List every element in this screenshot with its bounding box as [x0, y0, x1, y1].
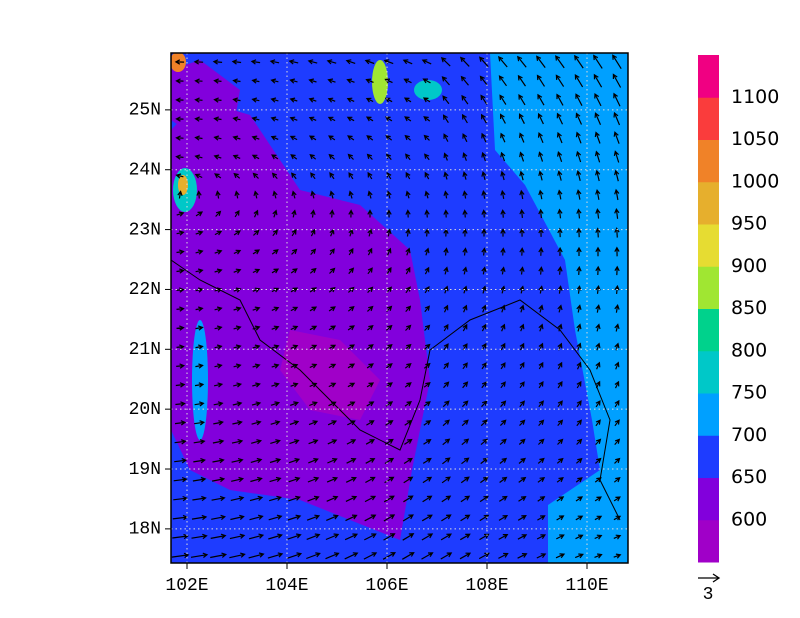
- field-spot: [372, 60, 388, 104]
- grid: 102E 104E 106E 108E 110E 18N 19N 20N 21N 22N 23N 24…: [129, 53, 628, 596]
- colorbar-swatch: [698, 393, 719, 436]
- colorbar-swatch: [698, 477, 719, 521]
- y-tick-label: 18N: [129, 520, 161, 540]
- x-tick-label: 108E: [465, 576, 508, 596]
- map-frame: [170, 52, 629, 564]
- colorbar-label: 750: [731, 382, 767, 404]
- x-tick-label: 106E: [365, 576, 408, 596]
- colorbar-swatch: [698, 139, 719, 183]
- colorbar-swatch: [698, 55, 719, 98]
- colorbar-label: 850: [731, 297, 767, 319]
- field-spot: [503, 68, 527, 92]
- field-region: [280, 330, 380, 420]
- field-region: [171, 100, 430, 540]
- field-spot: [414, 80, 442, 100]
- colorbar-label: 600: [731, 508, 767, 530]
- colorbar-swatch: [698, 266, 719, 309]
- colorbar-label: 650: [731, 466, 767, 488]
- colorbar-label: 1050: [731, 128, 779, 150]
- y-tick-label: 24N: [129, 160, 161, 180]
- colorbar-swatch: [698, 181, 719, 225]
- colorbar-label: 1000: [731, 170, 779, 192]
- colorbar-swatch: [698, 224, 719, 267]
- field-region: [171, 60, 240, 150]
- colorbar-swatch: [698, 350, 719, 394]
- x-tick-label: 102E: [165, 576, 208, 596]
- colorbar-label: 950: [731, 213, 767, 235]
- y-tick-label: 21N: [129, 340, 161, 360]
- y-tick-label: 20N: [129, 400, 161, 420]
- colorbar-label: 1100: [731, 86, 779, 108]
- reference-label: 3: [703, 585, 714, 605]
- colorbar-label: 900: [731, 255, 767, 277]
- colorbar-label: 700: [731, 424, 767, 446]
- colorbar-swatch: [698, 97, 719, 140]
- field-spot: [178, 175, 188, 195]
- field: [171, 53, 628, 563]
- x-tick-label: 104E: [265, 576, 308, 596]
- y-tick-label: 22N: [129, 280, 161, 300]
- reference-arrow: [698, 573, 721, 583]
- colorbar: 600 650 700 750 800 850 900 950 1000 1050 1100: [698, 55, 779, 563]
- x-tick-label: 110E: [565, 576, 608, 596]
- y-tick-label: 23N: [129, 220, 161, 240]
- colorbar-swatch: [698, 308, 719, 352]
- y-tick-label: 25N: [129, 101, 161, 121]
- field-region: [490, 53, 628, 563]
- colorbar-swatch: [698, 435, 719, 478]
- y-tick-label: 19N: [129, 460, 161, 480]
- colorbar-swatch: [698, 519, 719, 563]
- colorbar-label: 800: [731, 339, 767, 361]
- field-spot: [192, 320, 208, 440]
- wind-vectors: [171, 54, 622, 560]
